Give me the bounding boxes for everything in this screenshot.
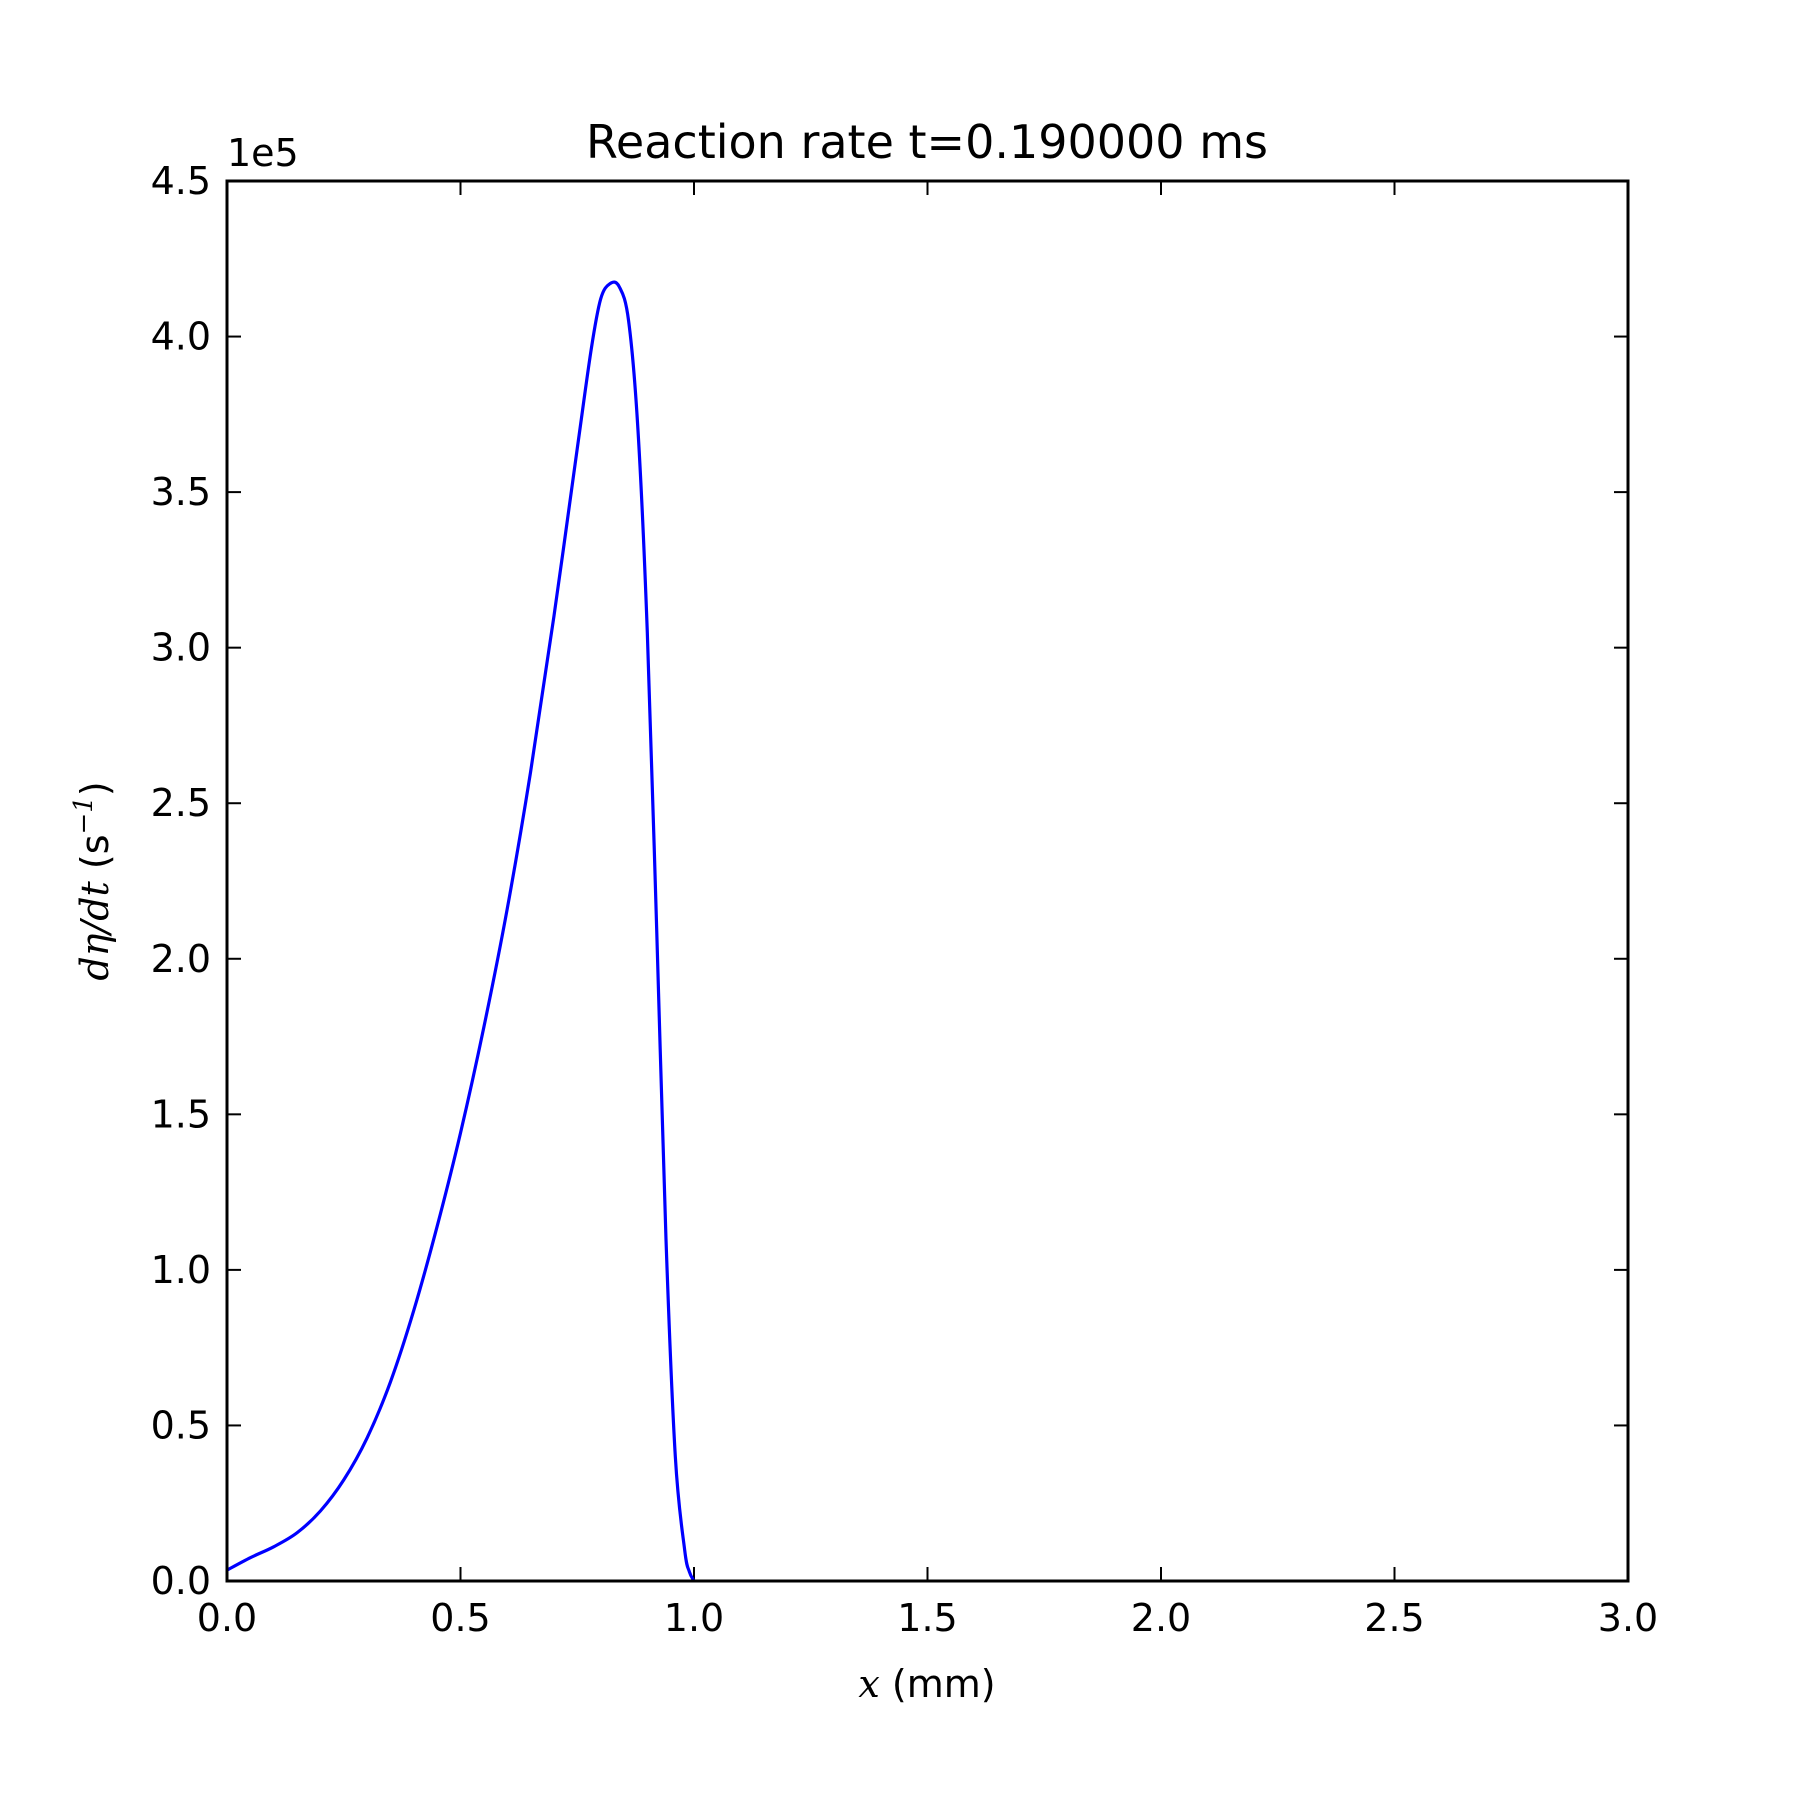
x-tick-label-5: 2.5 xyxy=(1364,1596,1424,1640)
y-tick-label-7: 3.5 xyxy=(151,470,211,514)
y-tick-label-2: 1.0 xyxy=(151,1248,211,1292)
y-axis-label-units: (s xyxy=(73,834,117,881)
y-tick-label-4: 2.0 xyxy=(151,937,211,981)
plot-frame xyxy=(225,179,1630,1583)
series-layer xyxy=(226,280,696,1582)
y-tick-label-3: 1.5 xyxy=(151,1092,211,1136)
x-tick-label-1: 0.5 xyxy=(430,1596,490,1640)
x-axis-label-math: x xyxy=(858,1662,879,1706)
y-axis-label-math: dη/dt xyxy=(73,880,117,980)
x-tick-label-6: 3.0 xyxy=(1598,1596,1658,1640)
x-tick-label-4: 2.0 xyxy=(1131,1596,1191,1640)
series-line-0 xyxy=(226,280,696,1582)
y-tick-label-5: 2.5 xyxy=(151,781,211,825)
chart-title: Reaction rate t=0.190000 ms xyxy=(586,115,1268,169)
x-tick-label-3: 1.5 xyxy=(897,1596,957,1640)
y-tick-label-9: 4.5 xyxy=(151,159,211,203)
x-axis-label-units: (mm) xyxy=(880,1662,996,1706)
y-tick-label-6: 3.0 xyxy=(151,626,211,670)
y-axis-label: dη/dt (s−1) xyxy=(69,781,117,980)
y-tick-label-0: 0.0 xyxy=(151,1559,211,1603)
y-axis-label-close: ) xyxy=(73,781,117,796)
x-tick-label-0: 0.0 xyxy=(197,1596,257,1640)
y-tick-label-8: 4.0 xyxy=(151,315,211,359)
x-axis-label: x (mm) xyxy=(858,1662,995,1706)
ticks-group: 0.0 0.5 1.0 1.5 2.0 2.5 3.0 0.0 0.5 1.0 1.5 2.0 2.5 3… xyxy=(151,159,1659,1640)
x-tick-label-2: 1.0 xyxy=(664,1596,724,1640)
y-offset-label: 1e5 xyxy=(227,131,299,175)
y-axis-label-exponent: −1 xyxy=(69,796,99,834)
y-tick-label-1: 0.5 xyxy=(151,1403,211,1447)
